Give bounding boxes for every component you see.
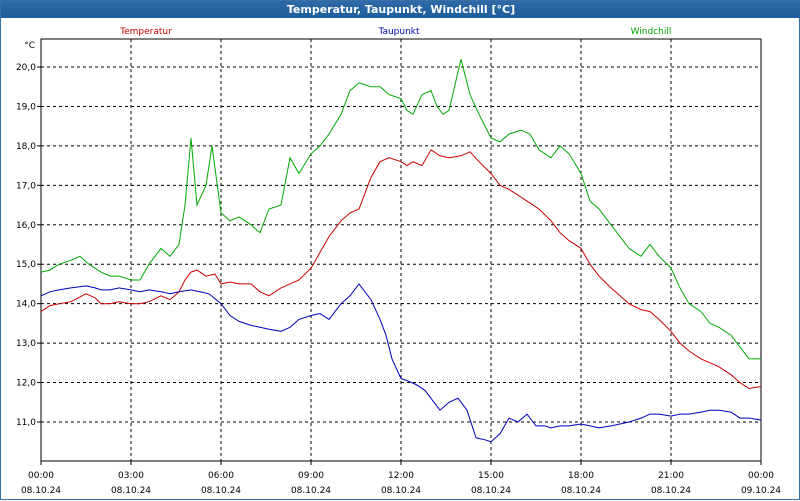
y-tick-label: 16,0 — [16, 221, 36, 231]
y-axis-label: °C — [24, 41, 35, 51]
series-line-windchill — [40, 58, 761, 360]
x-tick-date: 08.10.24 — [471, 486, 511, 496]
x-tick-date: 08.10.24 — [21, 486, 61, 496]
x-tick-time: 03:00 — [118, 471, 144, 481]
x-tick-date: 08.10.24 — [561, 486, 601, 496]
y-tick-label: 15,0 — [16, 260, 36, 270]
x-tick-time: 12:00 — [388, 471, 414, 481]
x-tick-date: 08.10.24 — [381, 486, 421, 496]
x-tick-time: 00:00 — [748, 471, 774, 481]
y-tick-label: 13,0 — [16, 339, 36, 349]
y-tick-label: 12,0 — [16, 379, 36, 389]
x-tick-time: 06:00 — [208, 471, 234, 481]
series-line-temperatur — [40, 149, 762, 390]
y-tick-label: 14,0 — [16, 300, 36, 310]
legend-windchill: Windchill — [631, 27, 672, 37]
legend-temperatur: Temperatur — [119, 27, 172, 37]
x-tick-time: 15:00 — [478, 471, 504, 481]
x-tick-date: 08.10.24 — [201, 486, 241, 496]
legend-taupunkt: Taupunkt — [377, 27, 420, 37]
x-tick-date: 08.10.24 — [291, 486, 331, 496]
x-tick-time: 00:00 — [28, 471, 54, 481]
x-tick-time: 21:00 — [658, 471, 684, 481]
y-tick-label: 19,0 — [16, 102, 36, 112]
window-title: Temperatur, Taupunkt, Windchill [°C] — [1, 1, 800, 18]
x-tick-time: 09:00 — [298, 471, 324, 481]
series-line-taupunkt — [40, 283, 762, 443]
y-tick-label: 11,0 — [16, 418, 36, 428]
x-tick-date: 08.10.24 — [111, 486, 151, 496]
y-tick-label: 18,0 — [16, 142, 36, 152]
x-tick-date: 09.10.24 — [741, 486, 781, 496]
x-tick-time: 18:00 — [568, 471, 594, 481]
y-tick-label: 20,0 — [16, 63, 36, 73]
x-tick-date: 08.10.24 — [651, 486, 691, 496]
y-tick-label: 17,0 — [16, 181, 36, 191]
